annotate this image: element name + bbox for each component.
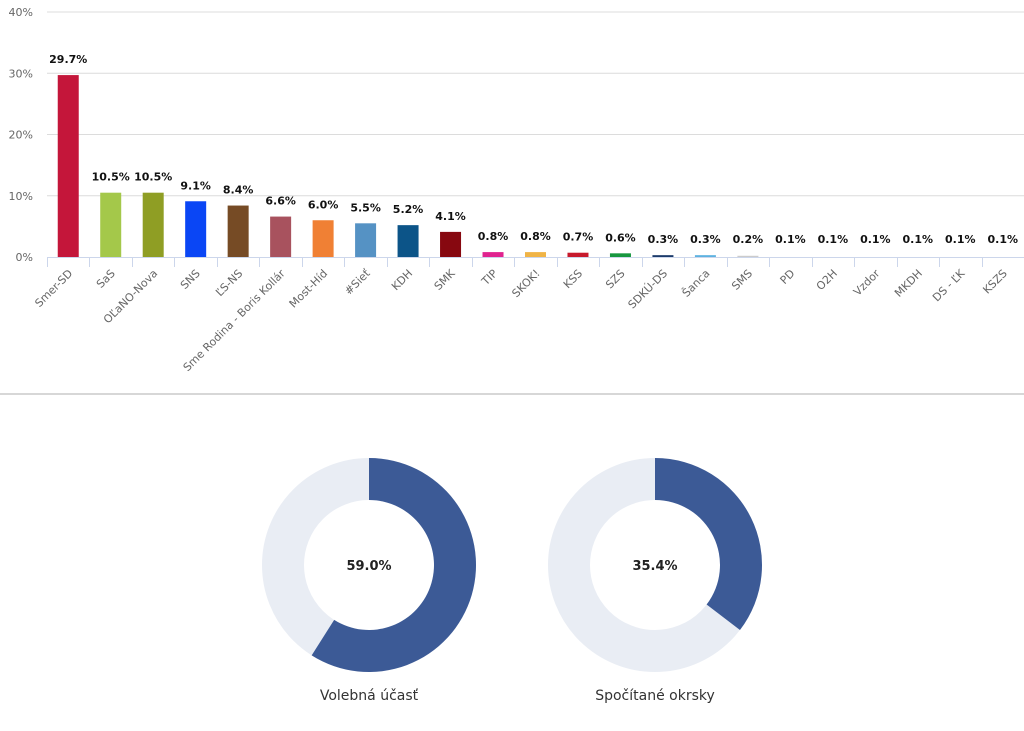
y-tick-label: 10% <box>9 190 33 203</box>
data-label: 6.0% <box>308 198 339 211</box>
data-label: 8.4% <box>223 184 254 197</box>
x-axis-label: KDH <box>389 267 415 293</box>
data-label: 10.5% <box>92 171 130 184</box>
x-axis-label: Šanca <box>680 267 713 300</box>
section-divider <box>0 393 1024 395</box>
bar[interactable] <box>652 255 674 257</box>
turnout-donut: 59.0% Volebná účasť <box>249 452 489 722</box>
x-axis-label: DS - ĽK <box>930 266 968 304</box>
x-axis-label: O2H <box>814 267 840 293</box>
data-label: 0.1% <box>818 233 849 246</box>
data-label: 0.1% <box>988 233 1019 246</box>
bar[interactable] <box>567 252 589 257</box>
bar[interactable] <box>397 225 419 257</box>
data-label: 5.2% <box>393 203 424 216</box>
x-axis-label: SKOK! <box>509 267 542 300</box>
grid-lines <box>47 11 1024 258</box>
data-label: 0.7% <box>563 231 594 244</box>
counted-districts-label: Spočítané okrsky <box>595 688 715 704</box>
data-label: 0.1% <box>775 233 806 246</box>
data-label: 6.6% <box>265 195 296 208</box>
x-axis-label: SaS <box>94 267 118 291</box>
y-axis-ticks: 0% 10% 20% 30% 40% <box>9 6 33 264</box>
data-label: 0.3% <box>690 233 721 246</box>
x-axis-label: Vzdor <box>851 267 883 299</box>
bar[interactable] <box>737 255 759 257</box>
y-tick-label: 30% <box>9 67 33 80</box>
x-axis-label: KSS <box>561 267 585 291</box>
bar[interactable] <box>525 252 546 257</box>
bar[interactable] <box>270 216 292 257</box>
x-axis-label: Smer-SD <box>32 267 75 310</box>
x-axis-label: SMK <box>432 266 458 292</box>
data-label: 0.3% <box>648 233 679 246</box>
bar[interactable] <box>440 231 462 257</box>
bar[interactable] <box>355 223 377 257</box>
x-axis-label: ĽS-NS <box>213 267 245 299</box>
bar[interactable] <box>100 192 122 257</box>
bar[interactable] <box>312 220 334 257</box>
data-label: 5.5% <box>350 201 381 214</box>
data-label: 0.8% <box>478 230 509 243</box>
data-label: 0.1% <box>903 233 934 246</box>
x-axis-label: MKDH <box>892 267 925 300</box>
x-axis-label: KSZS <box>980 267 1010 297</box>
turnout-label: Volebná účasť <box>319 688 419 704</box>
x-axis-label: SZS <box>603 267 627 291</box>
y-tick-label: 40% <box>9 6 33 19</box>
bar[interactable] <box>227 205 249 257</box>
x-axis-label: SDKÚ-DS <box>626 267 670 311</box>
bars <box>57 75 759 258</box>
counted-districts-donut-chart: 35.4% <box>548 458 762 672</box>
bar[interactable] <box>609 253 631 257</box>
x-axis-label: SNS <box>178 267 203 292</box>
party-results-bar-chart: 0% 10% 20% 30% 40% 29.7% 10.5% 10.5% 9.1% 8.4% 6.… <box>9 6 1024 374</box>
x-axis-label: SMS <box>729 267 755 293</box>
turnout-donut-chart: 59.0% <box>262 458 476 672</box>
x-axis-ticks <box>47 257 983 267</box>
data-label: 0.2% <box>733 233 764 246</box>
counted-districts-value: 35.4% <box>632 559 677 574</box>
data-label: 0.1% <box>860 233 891 246</box>
counted-districts-donut: 35.4% Spočítané okrsky <box>535 452 775 722</box>
x-axis-label: TIP <box>478 267 500 289</box>
turnout-value: 59.0% <box>346 559 391 574</box>
bar[interactable] <box>142 192 164 257</box>
x-axis-label: Most-Híd <box>287 267 331 311</box>
data-label: 0.8% <box>520 230 551 243</box>
y-tick-label: 20% <box>9 129 33 142</box>
data-label: 4.1% <box>435 210 466 223</box>
x-axis-label: PD <box>778 267 798 287</box>
data-label: 9.1% <box>180 179 211 192</box>
bar[interactable] <box>694 255 716 257</box>
bar[interactable] <box>482 252 504 257</box>
y-tick-label: 0% <box>16 251 33 264</box>
data-label: 10.5% <box>134 171 172 184</box>
bar[interactable] <box>185 201 207 257</box>
data-label: 0.1% <box>945 233 976 246</box>
counted-districts-donut-arc <box>655 458 762 631</box>
bar[interactable] <box>57 75 79 258</box>
x-axis-label: #Sieť <box>342 266 373 297</box>
data-labels: 29.7% 10.5% 10.5% 9.1% 8.4% 6.6% 6.0% 5.5% 5.2% 4… <box>49 53 1018 246</box>
turnout-donut-arc <box>311 458 476 672</box>
data-label: 29.7% <box>49 53 87 66</box>
data-label: 0.6% <box>605 231 636 244</box>
